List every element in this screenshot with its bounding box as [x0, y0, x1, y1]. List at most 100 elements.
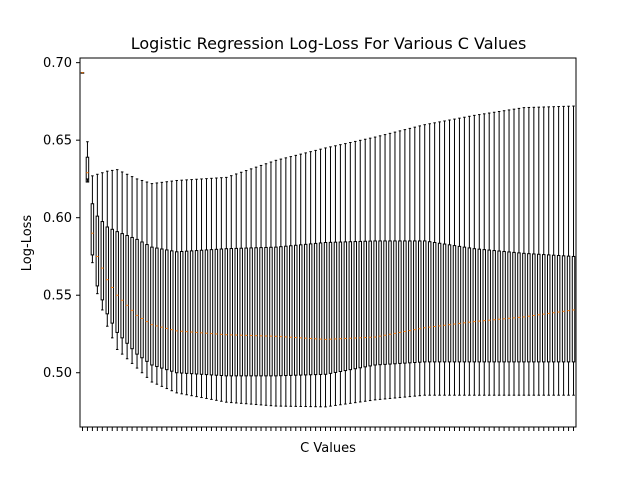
box-iqr [308, 243, 313, 376]
box-iqr [512, 251, 516, 363]
box-67 [408, 127, 412, 398]
box-iqr [279, 246, 283, 377]
box-85 [497, 110, 501, 396]
box-14 [145, 181, 149, 378]
box-iqr [244, 247, 248, 377]
box-4 [95, 173, 100, 295]
box-35 [249, 168, 253, 405]
box-95 [546, 106, 551, 396]
box-iqr [184, 250, 189, 374]
box-iqr [393, 240, 397, 365]
box-45 [298, 153, 303, 407]
box-iqr [432, 242, 437, 363]
box-96 [551, 106, 556, 396]
box-98 [561, 105, 566, 396]
box-iqr [120, 233, 124, 339]
box-92 [532, 106, 536, 396]
box-iqr [313, 242, 318, 376]
box-64 [393, 131, 397, 399]
box-1 [80, 72, 85, 74]
box-iqr [269, 246, 273, 377]
box-90 [522, 107, 526, 396]
box-iqr [229, 248, 234, 377]
box-iqr [328, 241, 333, 374]
box-iqr [403, 240, 407, 364]
box-55 [348, 141, 353, 404]
box-iqr [249, 247, 253, 377]
box-17 [160, 181, 164, 387]
box-23 [189, 179, 194, 397]
box-48 [313, 149, 318, 408]
box-31 [229, 175, 234, 404]
box-91 [527, 106, 531, 396]
box-81 [477, 114, 482, 396]
box-73 [437, 121, 442, 396]
box-89 [517, 107, 521, 396]
box-88 [512, 108, 516, 396]
box-20 [174, 179, 179, 394]
box-iqr [388, 240, 392, 365]
box-iqr [427, 241, 432, 363]
box-iqr [199, 249, 204, 375]
box-iqr [467, 247, 472, 363]
box-54 [343, 143, 348, 405]
box-iqr [437, 242, 442, 363]
box-iqr [353, 241, 358, 370]
box-iqr [179, 250, 184, 374]
box-15 [150, 183, 154, 383]
x-axis [81, 427, 575, 431]
box-iqr [482, 249, 486, 363]
box-iqr [209, 249, 214, 376]
y-tick-label: 0.55 [43, 289, 72, 304]
box-iqr [566, 255, 571, 363]
box-76 [452, 118, 457, 396]
box-iqr [507, 251, 511, 363]
box-19 [170, 180, 174, 392]
box-iqr [487, 249, 491, 363]
box-56 [353, 140, 358, 404]
box-iqr [303, 243, 308, 376]
box-iqr [522, 252, 526, 363]
box-iqr [174, 251, 179, 374]
box-42 [284, 157, 288, 407]
box-69 [418, 125, 422, 397]
boxes-group [80, 72, 576, 408]
box-iqr [517, 252, 521, 363]
box-50 [323, 147, 328, 408]
box-iqr [413, 240, 417, 364]
box-47 [308, 151, 313, 408]
box-iqr [264, 246, 268, 377]
box-iqr [497, 250, 501, 363]
box-iqr [556, 255, 561, 363]
box-iqr [373, 240, 377, 366]
box-44 [294, 154, 298, 407]
box-iqr [284, 245, 288, 377]
box-iqr [145, 244, 149, 362]
box-iqr [537, 253, 541, 363]
box-iqr [234, 247, 238, 377]
box-iqr [561, 255, 566, 363]
box-38 [264, 163, 268, 406]
box-iqr [452, 245, 457, 363]
box-86 [502, 110, 506, 396]
box-21 [179, 179, 184, 395]
box-53 [338, 144, 343, 406]
box-27 [209, 177, 214, 400]
box-3 [90, 175, 95, 264]
box-60 [373, 136, 377, 401]
box-iqr [502, 250, 506, 363]
box-iqr [348, 241, 353, 371]
box-iqr [383, 240, 387, 365]
box-51 [328, 146, 333, 407]
box-iqr [343, 241, 348, 372]
box-iqr [115, 231, 119, 333]
box-52 [333, 145, 338, 406]
box-iqr [477, 248, 482, 363]
box-46 [303, 152, 308, 408]
box-10 [125, 173, 129, 360]
box-41 [279, 158, 283, 407]
box-iqr [457, 245, 462, 363]
y-tick-label: 0.65 [43, 134, 72, 149]
box-iqr [546, 254, 551, 363]
